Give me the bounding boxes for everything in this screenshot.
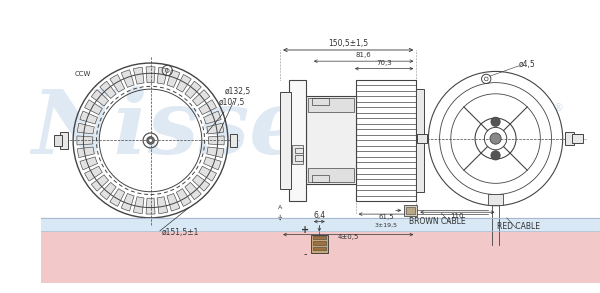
Wedge shape [207, 147, 224, 158]
Text: ®: ® [553, 103, 563, 113]
Circle shape [149, 139, 152, 142]
Bar [295, 148, 302, 154]
Text: 61,5: 61,5 [378, 214, 394, 220]
Wedge shape [133, 67, 144, 84]
Text: RED CABLE: RED CABLE [497, 222, 541, 231]
Wedge shape [121, 70, 134, 87]
Bar [289, 80, 306, 201]
Circle shape [491, 117, 500, 127]
Bar [406, 207, 415, 214]
Wedge shape [91, 90, 109, 106]
Text: 6,4: 6,4 [313, 211, 325, 220]
Wedge shape [176, 189, 191, 206]
Wedge shape [146, 67, 155, 83]
Bar [404, 205, 417, 216]
Wedge shape [110, 189, 125, 206]
Text: ø107,5: ø107,5 [206, 98, 245, 134]
Wedge shape [80, 157, 98, 170]
Text: 70,3: 70,3 [376, 60, 392, 66]
Bar [60, 132, 68, 149]
Wedge shape [85, 166, 103, 181]
Text: 4±0,5: 4±0,5 [338, 234, 359, 240]
Text: +: + [301, 225, 310, 235]
Wedge shape [100, 81, 116, 98]
Wedge shape [77, 123, 94, 134]
Wedge shape [185, 81, 201, 98]
Bar [311, 235, 328, 253]
Wedge shape [121, 193, 134, 211]
Wedge shape [157, 197, 168, 214]
Bar [488, 194, 503, 205]
Wedge shape [85, 100, 103, 115]
Bar [308, 168, 354, 183]
Wedge shape [207, 123, 224, 134]
Wedge shape [193, 175, 210, 191]
Wedge shape [110, 74, 125, 92]
Text: ø151,5±1: ø151,5±1 [162, 228, 199, 237]
Wedge shape [199, 166, 217, 181]
Wedge shape [77, 136, 93, 145]
Bar [313, 236, 326, 239]
Bar [356, 80, 416, 201]
Bar [417, 134, 427, 143]
Text: 81,6: 81,6 [356, 52, 371, 58]
Wedge shape [199, 100, 217, 115]
Circle shape [490, 133, 501, 144]
Bar [230, 134, 237, 147]
Bar [41, 218, 600, 232]
Text: -: - [304, 249, 307, 259]
Circle shape [147, 137, 154, 144]
Wedge shape [176, 74, 191, 92]
Text: 150,5±1,5: 150,5±1,5 [328, 39, 368, 48]
Wedge shape [146, 198, 155, 214]
Wedge shape [100, 182, 116, 200]
Wedge shape [208, 136, 224, 145]
Bar [308, 98, 354, 113]
Wedge shape [203, 111, 221, 124]
Wedge shape [77, 147, 94, 158]
Bar [572, 134, 583, 143]
Wedge shape [167, 70, 180, 87]
Wedge shape [133, 197, 144, 214]
Wedge shape [157, 67, 168, 84]
Bar [313, 247, 326, 251]
Wedge shape [193, 90, 210, 106]
Bar [416, 89, 424, 192]
Bar [295, 155, 302, 161]
Bar [41, 232, 600, 283]
Text: ø132,5: ø132,5 [219, 87, 251, 133]
Text: 110: 110 [451, 213, 464, 219]
Text: ø4,5: ø4,5 [519, 60, 536, 69]
Bar [312, 98, 329, 105]
Wedge shape [91, 175, 109, 191]
Text: CCW: CCW [75, 71, 91, 77]
Bar [292, 145, 304, 164]
Bar [280, 92, 292, 189]
Text: 3±19,5: 3±19,5 [374, 223, 397, 228]
Bar [313, 241, 326, 245]
Wedge shape [80, 111, 98, 124]
Bar [565, 132, 574, 145]
Bar [312, 175, 329, 183]
Bar [306, 96, 356, 184]
Text: A: A [278, 205, 282, 209]
Wedge shape [167, 193, 180, 211]
Circle shape [491, 151, 500, 160]
Wedge shape [203, 157, 221, 170]
Wedge shape [185, 182, 201, 200]
Text: Nissens: Nissens [31, 86, 423, 173]
Text: BROWN CABLE: BROWN CABLE [409, 217, 466, 226]
Bar [55, 135, 62, 146]
